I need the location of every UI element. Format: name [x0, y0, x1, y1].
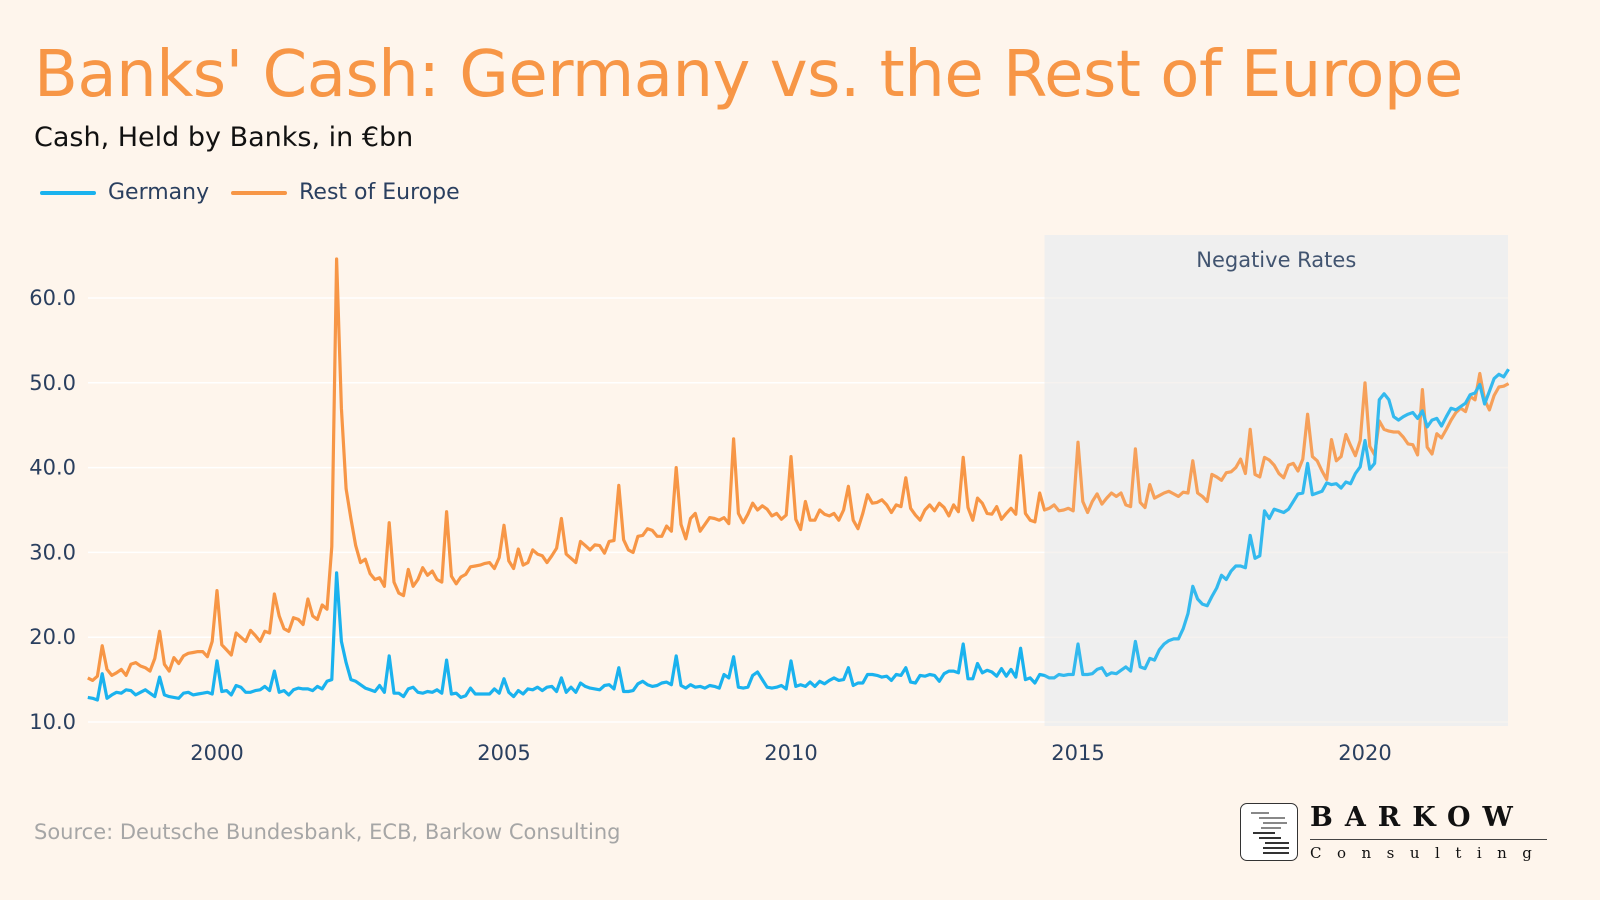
x-tick-label: 2015: [1051, 741, 1104, 765]
legend-label-germany: Germany: [108, 180, 210, 205]
legend-item-germany[interactable]: Germany: [40, 180, 209, 205]
series-line-rest-of-europe: [87, 257, 1510, 682]
source-note: Source: Deutsche Bundesbank, ECB, Barkow…: [34, 820, 621, 844]
logo-mark-icon: [1240, 803, 1298, 861]
legend: Germany Rest of Europe: [40, 180, 460, 205]
legend-swatch-germany: [40, 190, 96, 195]
x-tick-label: 2005: [477, 741, 530, 765]
series-line-germany: [87, 368, 1510, 702]
negative-rates-label: Negative Rates: [1196, 248, 1356, 272]
y-tick-label: 30.0: [29, 540, 76, 564]
negative-rates-region: [1044, 235, 1508, 726]
legend-label-rest-of-europe: Rest of Europe: [299, 180, 460, 205]
y-tick-label: 60.0: [29, 286, 76, 310]
chart-title: Banks' Cash: Germany vs. the Rest of Eur…: [34, 38, 1463, 112]
x-tick-label: 2020: [1338, 741, 1391, 765]
y-tick-label: 20.0: [29, 625, 76, 649]
barkow-logo: BARKOW Consulting: [1240, 803, 1548, 862]
y-tick-label: 40.0: [29, 456, 76, 480]
logo-tagline: Consulting: [1310, 844, 1548, 862]
negative-rates-overlay: [1044, 235, 1508, 726]
x-tick-label: 2010: [764, 741, 817, 765]
chart-subtitle: Cash, Held by Banks, in €bn: [34, 122, 414, 153]
legend-swatch-rest-of-europe: [231, 190, 288, 195]
x-tick-label: 2000: [190, 741, 243, 765]
y-tick-label: 10.0: [29, 710, 76, 734]
legend-item-rest-of-europe[interactable]: Rest of Europe: [231, 180, 460, 205]
y-tick-label: 50.0: [29, 371, 76, 395]
logo-name: BARKOW: [1310, 803, 1548, 840]
